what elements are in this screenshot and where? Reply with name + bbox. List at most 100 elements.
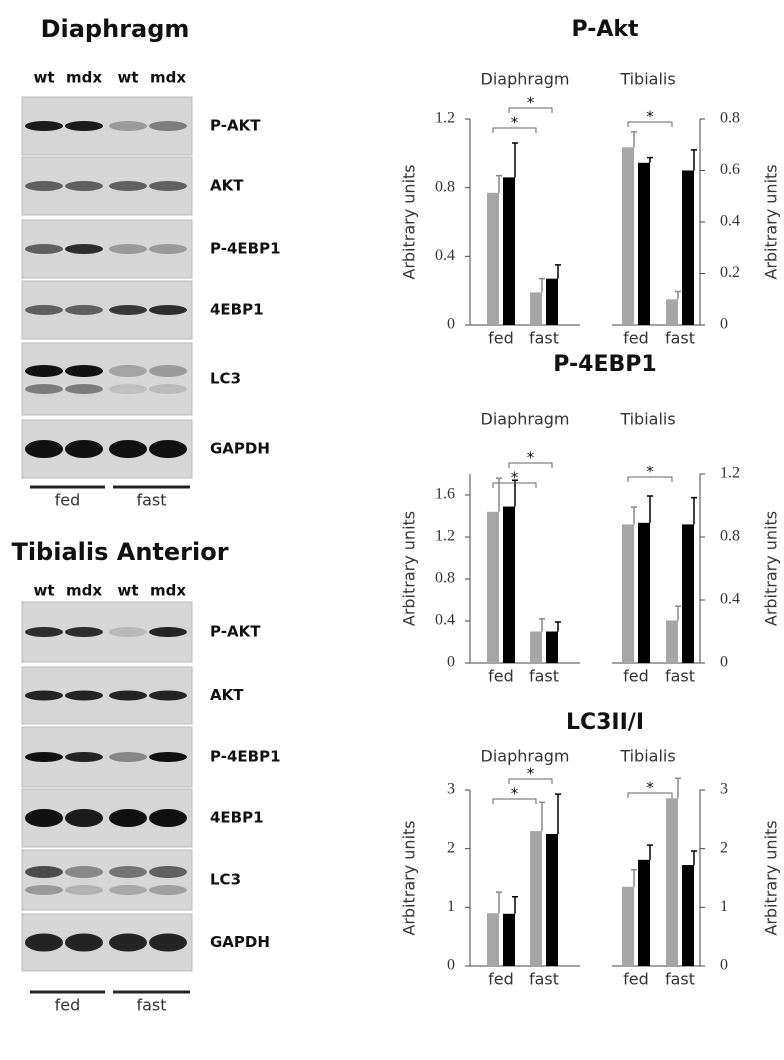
y-tick-label: 1.6 [435,486,455,503]
blot-band [65,752,103,762]
bar [487,511,499,663]
y-tick-label: 3 [447,781,455,798]
blot-band [25,365,63,377]
blot-band [109,365,147,377]
significance-bracket [492,127,537,133]
bar [638,859,650,966]
significance-bracket [492,798,537,804]
bar [530,631,542,663]
error-bar [675,777,681,799]
y-tick-label: 0.8 [720,110,740,127]
blot-band [25,121,63,131]
blot-band [65,866,103,878]
blot-band [25,305,63,315]
x-tick-label: fast [665,329,695,348]
error-bar [631,869,637,887]
y-axis-label: Arbitrary units [400,820,419,935]
bar [487,192,499,325]
group-label: fed [55,996,81,1015]
bar [546,278,558,325]
row-label: P-4EBP1 [210,748,281,766]
blot-band [149,365,187,377]
y-tick-label: 0.8 [435,570,455,587]
error-bar [647,156,653,163]
lane-label: mdx [66,582,102,600]
x-tick-label: fed [488,667,514,686]
blot-band [65,244,103,254]
error-bar [512,479,518,507]
row-label: P-AKT [210,117,261,135]
y-tick-label: 0.4 [720,213,740,230]
blot-band [65,440,103,458]
y-tick-label: 0.4 [720,591,740,608]
blot-band [149,933,187,952]
row-label: AKT [210,686,244,704]
group-label: fast [136,491,166,510]
blot-band [149,440,187,458]
x-tick-label: fast [665,970,695,989]
blot-band [109,933,147,952]
x-tick-label: fast [529,970,559,989]
blot-band [25,885,63,895]
y-tick-label: 1.2 [435,528,455,545]
chart-subtitle: Diaphragm [481,747,570,766]
group-label: fast [136,996,166,1015]
blot-band [109,866,147,878]
blot-band [65,305,103,315]
bar [546,631,558,663]
blot-band [65,933,103,952]
y-axis-label: Arbitrary units [762,820,781,935]
chart-subtitle: Diaphragm [481,410,570,429]
blot-band [25,809,63,827]
bar [503,177,515,325]
blot-band [109,305,147,315]
significance-bracket [508,107,553,113]
x-tick-label: fed [623,970,649,989]
chart-subtitle: Tibialis [619,747,675,766]
blot-band [25,384,63,394]
significance-star: * [527,449,535,467]
bar [682,524,694,663]
bar [666,620,678,663]
lane-label: wt [33,69,54,87]
y-tick-label: 2 [720,839,728,856]
bar [666,798,678,966]
panel-title: LC3II/I [566,710,644,735]
blot-band [65,121,103,131]
blot-band [109,440,147,458]
significance-star: * [646,463,654,481]
y-tick-label: 0 [447,654,455,671]
significance-star: * [511,469,519,487]
blot-strip [21,342,193,416]
y-tick-label: 0 [447,316,455,333]
bar [638,162,650,325]
blot-band [109,181,147,191]
y-axis-label: Arbitrary units [762,511,781,626]
error-bar [691,850,697,866]
error-bar [555,793,561,834]
lane-label: mdx [150,69,186,87]
x-tick-label: fed [623,667,649,686]
lane-label: mdx [66,69,102,87]
bar [622,147,634,325]
error-bar [496,477,502,512]
blot-band [65,885,103,895]
y-tick-label: 1.2 [720,465,740,482]
bar [622,524,634,663]
x-tick-label: fast [665,667,695,686]
significance-bracket [508,462,553,468]
row-label: AKT [210,177,244,195]
error-bar [539,618,545,632]
blot-band [25,244,63,254]
y-axis-label: Arbitrary units [400,164,419,279]
y-tick-label: 0.8 [720,528,740,545]
blot-band [25,866,63,878]
lane-label: wt [33,582,54,600]
blot-band [65,627,103,637]
bar [530,292,542,325]
row-label: GAPDH [210,440,270,458]
row-label: LC3 [210,370,241,388]
bar [666,299,678,325]
x-tick-label: fast [529,667,559,686]
error-bar [555,621,561,632]
